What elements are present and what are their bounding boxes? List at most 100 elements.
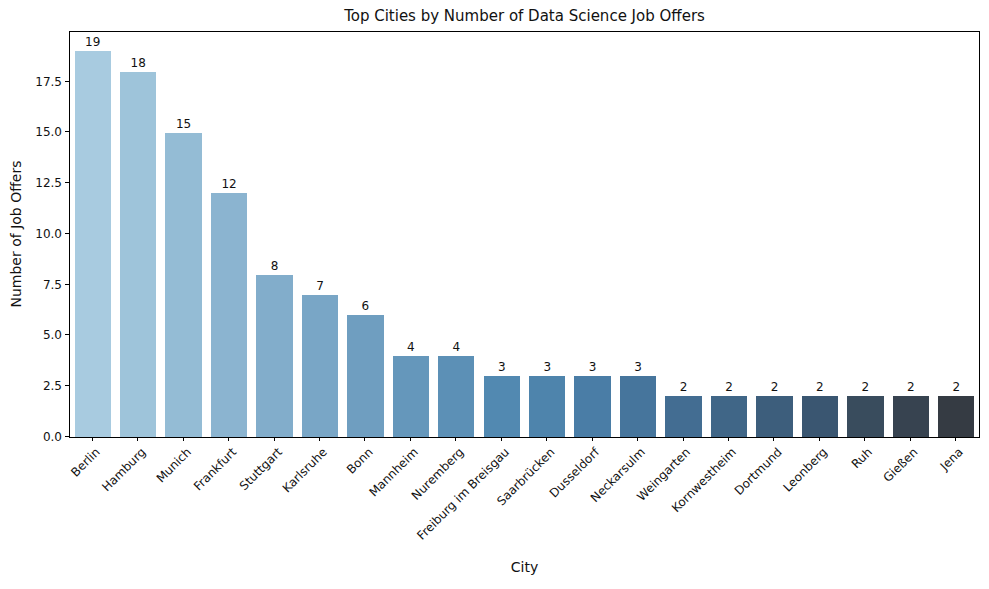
bar-slot: 18: [115, 32, 160, 437]
x-tick: [410, 437, 411, 441]
bar-value-label: 2: [661, 380, 706, 394]
bar-bonn: [347, 315, 383, 437]
bar-jena: [938, 396, 974, 437]
bar-neckarsulm: [620, 376, 656, 437]
x-tick-label-karlsruhe: Karlsruhe: [280, 445, 330, 495]
x-tick: [910, 437, 911, 441]
bar-value-label: 12: [206, 177, 251, 191]
bar-value-label: 2: [888, 380, 933, 394]
bar-slot: 6: [343, 32, 388, 437]
x-tick: [728, 437, 729, 441]
y-tick-label: 2.5: [43, 379, 62, 393]
bar-value-label: 2: [706, 380, 751, 394]
x-tick-label-dortmund: Dortmund: [732, 445, 785, 498]
bar-value-label: 2: [752, 380, 797, 394]
x-tick: [864, 437, 865, 441]
bar-slot: 4: [388, 32, 433, 437]
bar-value-label: 2: [934, 380, 979, 394]
x-tick: [546, 437, 547, 441]
bar-chart-figure: Top Cities by Number of Data Science Job…: [0, 0, 989, 589]
y-tick: [65, 81, 69, 82]
x-tick: [92, 437, 93, 441]
y-tick-label: 10.0: [35, 227, 62, 241]
bar-munich: [165, 133, 201, 438]
bar-slot: 3: [615, 32, 660, 437]
bar-kornwestheim: [711, 396, 747, 437]
bar-slot: 2: [843, 32, 888, 437]
bar-dusseldorf: [574, 376, 610, 437]
y-tick: [65, 233, 69, 234]
bar-value-label: 15: [161, 117, 206, 131]
bar-weingarten: [665, 396, 701, 437]
x-tick: [319, 437, 320, 441]
x-tick-label-gießen: Gießen: [881, 445, 921, 485]
x-tick: [955, 437, 956, 441]
y-tick-label: 7.5: [43, 278, 62, 292]
bar-slot: 2: [797, 32, 842, 437]
chart-title: Top Cities by Number of Data Science Job…: [69, 7, 980, 25]
y-tick: [65, 284, 69, 285]
bar-berlin: [75, 51, 111, 437]
bar-slot: 19: [70, 32, 115, 437]
y-tick-label: 17.5: [35, 75, 62, 89]
bar-slot: 4: [434, 32, 479, 437]
x-tick: [683, 437, 684, 441]
x-tick: [274, 437, 275, 441]
plot-area: 0.02.55.07.510.012.515.017.5 19181512876…: [69, 31, 980, 438]
bar-slot: 7: [297, 32, 342, 437]
bar-value-label: 18: [115, 56, 160, 70]
x-tick: [228, 437, 229, 441]
bar-dortmund: [756, 396, 792, 437]
x-tick-label-jena: Jena: [938, 445, 966, 473]
bar-value-label: 3: [615, 360, 660, 374]
bar-value-label: 6: [343, 299, 388, 313]
bar-hamburg: [120, 72, 156, 437]
x-tick: [455, 437, 456, 441]
bar-value-label: 3: [525, 360, 570, 374]
x-tick-label-bonn: Bonn: [344, 445, 376, 477]
x-tick: [364, 437, 365, 441]
bar-leonberg: [802, 396, 838, 437]
bar-value-label: 19: [70, 35, 115, 49]
bar-value-label: 8: [252, 259, 297, 273]
bar-value-label: 7: [297, 279, 342, 293]
bar-freiburg-im-breisgau: [484, 376, 520, 437]
bar-value-label: 2: [843, 380, 888, 394]
x-tick: [592, 437, 593, 441]
bar-slot: 2: [934, 32, 979, 437]
x-tick-label-leonberg: Leonberg: [780, 445, 830, 495]
y-tick: [65, 436, 69, 437]
x-tick-label-munich: Munich: [153, 445, 193, 485]
bar-slot: 12: [206, 32, 251, 437]
bar-value-label: 4: [434, 340, 479, 354]
bar-slot: 8: [252, 32, 297, 437]
y-tick-label: 5.0: [43, 328, 62, 342]
x-tick-label-ruh: Ruh: [849, 445, 875, 471]
y-tick: [65, 385, 69, 386]
bar-slot: 3: [570, 32, 615, 437]
y-tick: [65, 182, 69, 183]
bar-nuremberg: [438, 356, 474, 437]
y-tick: [65, 334, 69, 335]
bar-value-label: 3: [479, 360, 524, 374]
bar-ruh: [847, 396, 883, 437]
bar-value-label: 2: [797, 380, 842, 394]
bar-slot: 3: [525, 32, 570, 437]
bar-slot: 2: [661, 32, 706, 437]
bar-frankfurt: [211, 193, 247, 437]
bar-slot: 3: [479, 32, 524, 437]
x-tick: [773, 437, 774, 441]
bar-slot: 2: [706, 32, 751, 437]
bar-gießen: [893, 396, 929, 437]
bar-saarbrücken: [529, 376, 565, 437]
x-tick-label-frankfurt: Frankfurt: [191, 445, 239, 493]
x-tick: [819, 437, 820, 441]
bar-value-label: 3: [570, 360, 615, 374]
bar-slot: 2: [752, 32, 797, 437]
y-tick-label: 0.0: [43, 430, 62, 444]
x-axis-label: City: [69, 559, 980, 575]
x-tick: [137, 437, 138, 441]
y-tick-label: 15.0: [35, 125, 62, 139]
bar-slot: 15: [161, 32, 206, 437]
bar-value-label: 4: [388, 340, 433, 354]
